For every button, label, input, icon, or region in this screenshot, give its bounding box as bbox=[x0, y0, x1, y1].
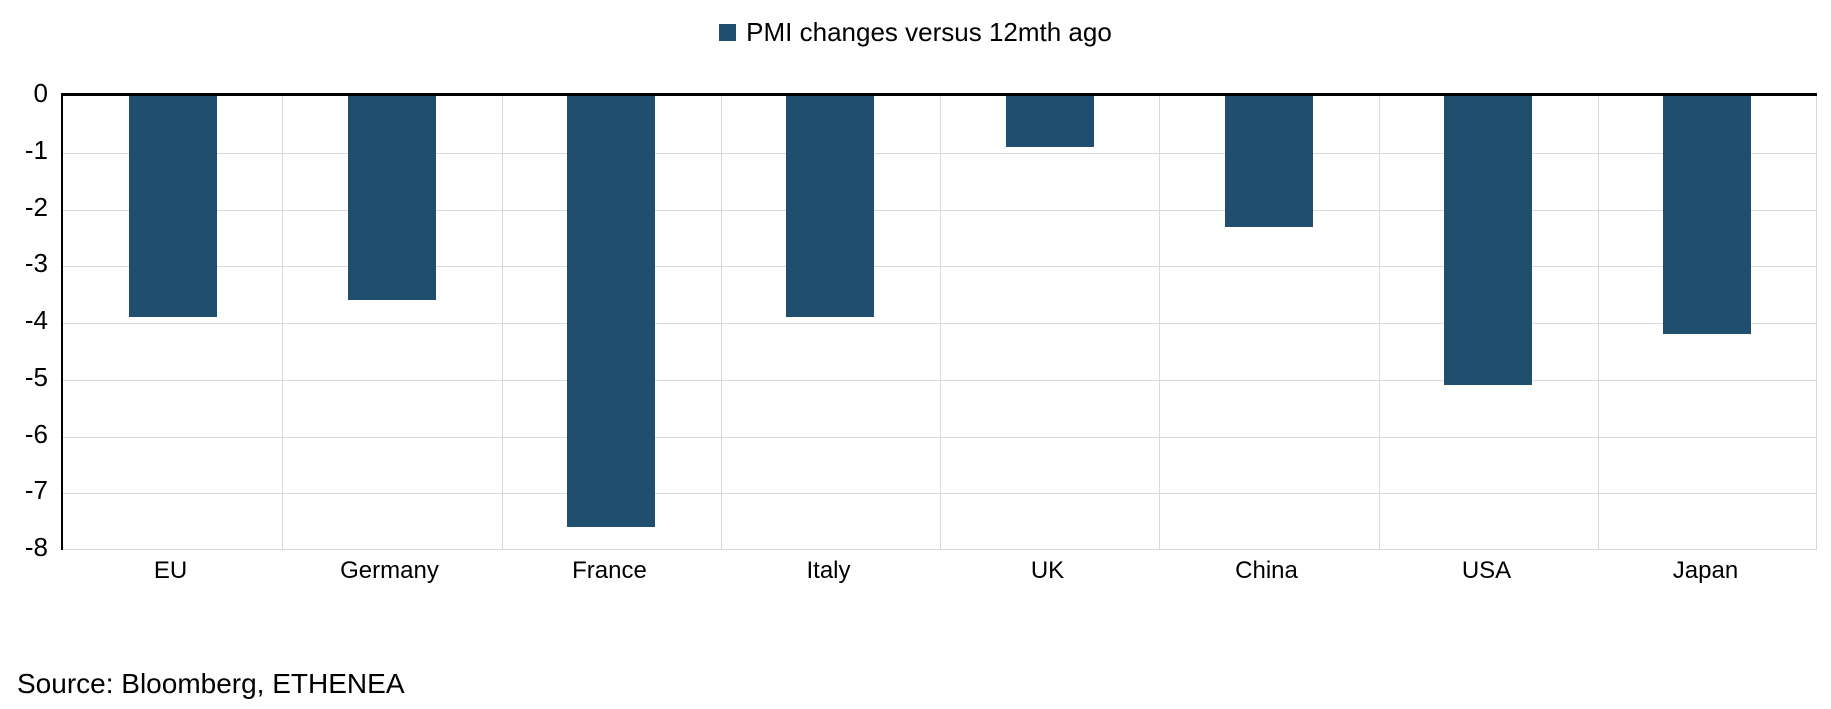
y-tick-label: -3 bbox=[24, 248, 48, 278]
y-tick-label: -2 bbox=[24, 192, 48, 222]
legend-label: PMI changes versus 12mth ago bbox=[746, 17, 1112, 47]
legend: PMI changes versus 12mth ago bbox=[0, 17, 1831, 48]
plot-area bbox=[61, 93, 1817, 550]
bar-china bbox=[1225, 96, 1313, 227]
x-tick-label-china: China bbox=[1235, 557, 1298, 584]
x-gridline bbox=[721, 96, 722, 550]
bar-france bbox=[567, 96, 655, 527]
x-tick-label-eu: EU bbox=[153, 557, 188, 584]
source-note: Source: Bloomberg, ETHENEA bbox=[17, 668, 405, 699]
x-gridline bbox=[502, 96, 503, 550]
x-gridline bbox=[1379, 96, 1380, 550]
x-gridline bbox=[1816, 96, 1817, 550]
x-gridline bbox=[282, 96, 283, 550]
x-tick-label-japan: Japan bbox=[1672, 557, 1739, 584]
y-tick-label: -6 bbox=[24, 419, 48, 449]
x-tick-label-uk: UK bbox=[1030, 557, 1065, 584]
x-gridline bbox=[940, 96, 941, 550]
x-gridline bbox=[1159, 96, 1160, 550]
x-tick-label-usa: USA bbox=[1461, 557, 1512, 584]
bar-eu bbox=[129, 96, 217, 317]
y-tick-label: -1 bbox=[24, 135, 48, 165]
y-tick-label: -8 bbox=[24, 532, 48, 562]
y-tick-label: -4 bbox=[24, 305, 48, 335]
x-tick-label-italy: Italy bbox=[806, 557, 851, 584]
bar-uk bbox=[1006, 96, 1094, 147]
x-gridline bbox=[1598, 96, 1599, 550]
bar-usa bbox=[1444, 96, 1532, 385]
y-tick-label: -5 bbox=[24, 362, 48, 392]
y-tick-label: -7 bbox=[24, 475, 48, 505]
x-tick-label-france: France bbox=[572, 557, 647, 584]
bar-japan bbox=[1663, 96, 1751, 334]
bar-italy bbox=[786, 96, 874, 317]
legend-swatch-icon bbox=[719, 24, 737, 41]
y-tick-label: 0 bbox=[33, 78, 48, 108]
x-tick-label-germany: Germany bbox=[340, 557, 439, 584]
bar-germany bbox=[348, 96, 436, 300]
